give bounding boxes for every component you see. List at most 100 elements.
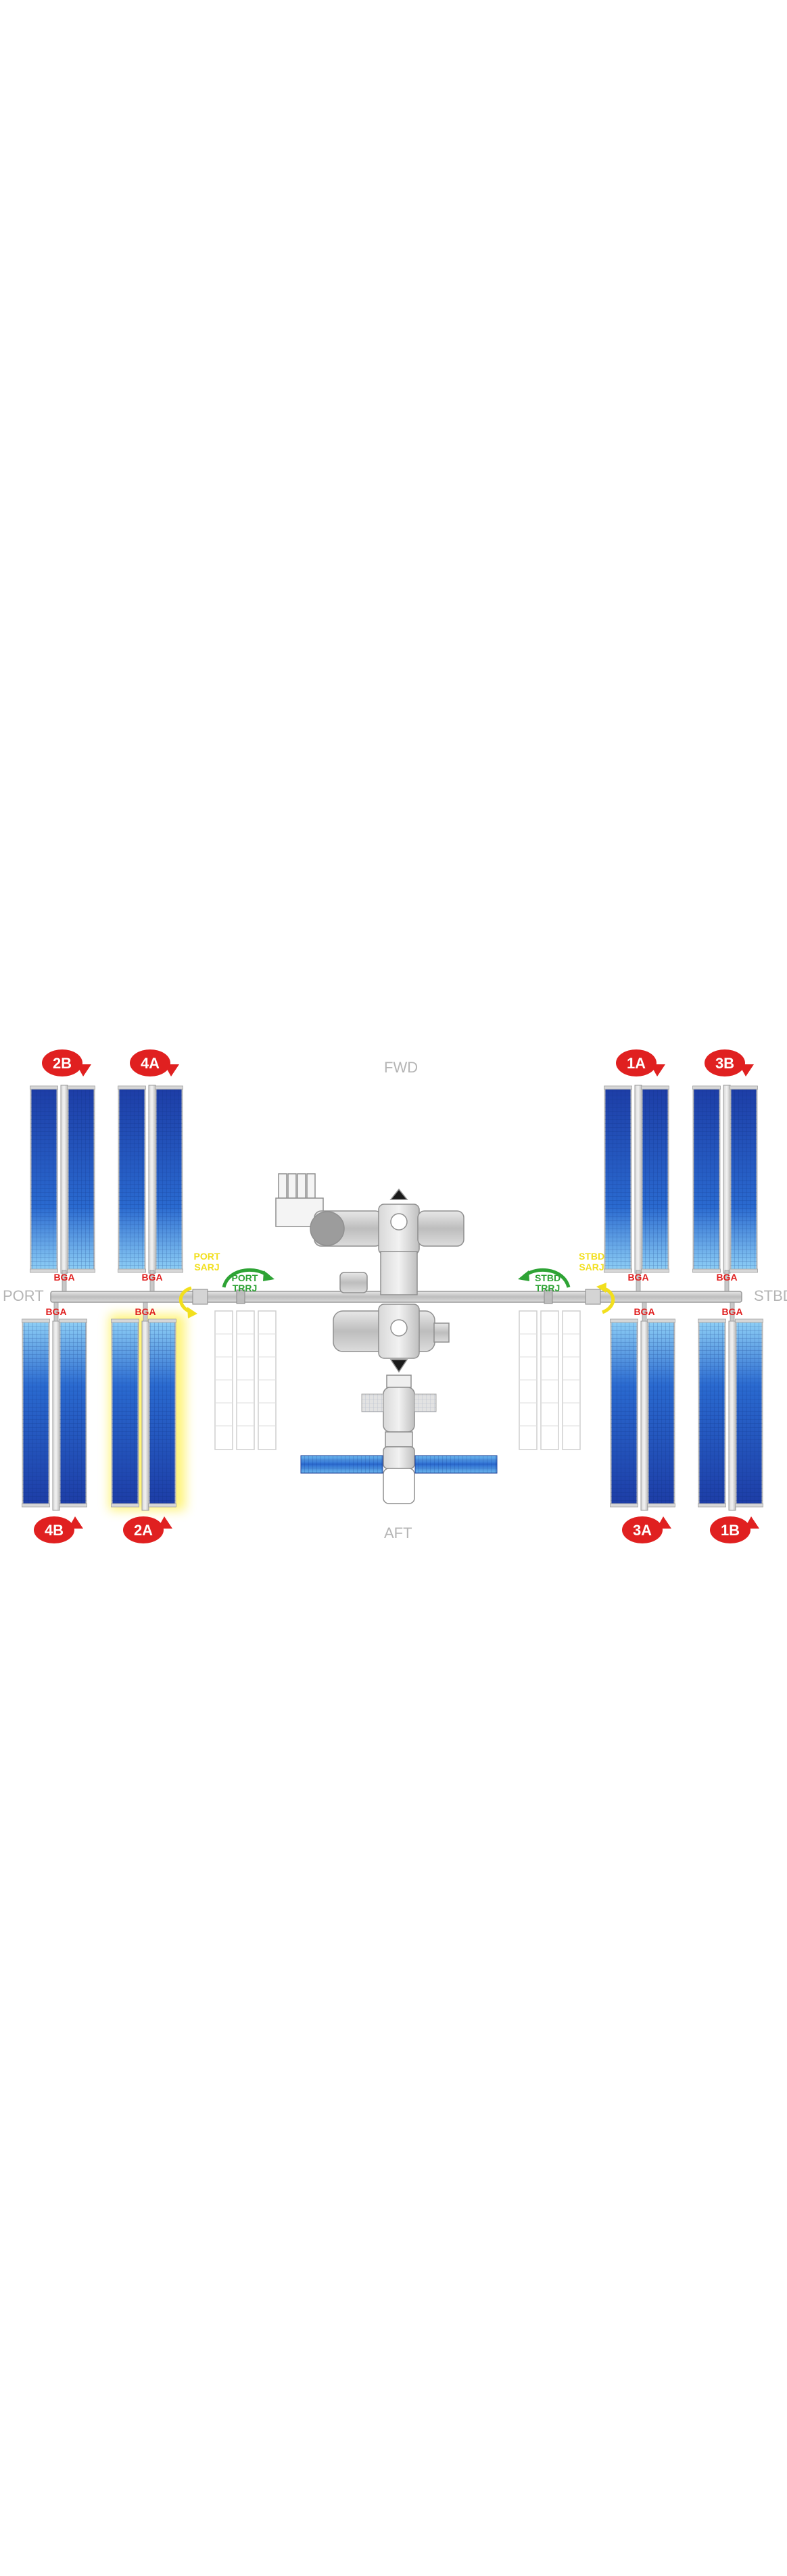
stbd-sarj-label-line1: STBD xyxy=(579,1251,604,1262)
bga-label: BGA xyxy=(716,1272,737,1283)
rotation-arrowhead-icon xyxy=(68,1516,83,1529)
stbd-trrj-label-line1: STBD xyxy=(535,1272,561,1283)
wing-badge-4a: 4A xyxy=(130,1049,179,1076)
wing-label-1b: 1B xyxy=(721,1522,740,1539)
panel-end-cap xyxy=(730,1085,758,1090)
wing-label-2a: 2A xyxy=(134,1522,153,1539)
mast xyxy=(52,1320,60,1511)
bga-label: BGA xyxy=(141,1272,162,1283)
panel-end-cap xyxy=(610,1503,638,1508)
panel-end-cap xyxy=(610,1318,638,1323)
rotation-arrowhead-icon xyxy=(657,1516,671,1529)
solar-cell-grid xyxy=(698,1321,725,1505)
zvezda-arrays xyxy=(300,1455,498,1474)
stbd-trrj-label-line2: TRRJ xyxy=(535,1283,561,1293)
port-trrj-arrowhead-icon xyxy=(263,1270,275,1281)
panel-end-cap xyxy=(730,1268,758,1273)
rotation-arrowhead-icon xyxy=(164,1064,179,1076)
panel-end-cap xyxy=(30,1268,58,1273)
wing-badge-1b: 1B xyxy=(710,1516,759,1543)
rotation-arrowhead-icon xyxy=(76,1064,91,1076)
solar-cell-grid xyxy=(30,1088,57,1270)
solar-cell-grid xyxy=(149,1321,176,1505)
wing-rotation-badges: 2B 4A 1A 3B 4B 2A 3A 1B xyxy=(34,1049,759,1543)
solar-cell-grid xyxy=(22,1321,49,1505)
wing-label-3b: 3B xyxy=(715,1055,734,1072)
solar-wing-4a xyxy=(118,1085,183,1292)
panel-end-cap xyxy=(148,1503,176,1508)
solar-wing-2b xyxy=(30,1085,95,1292)
solar-cell-grid xyxy=(693,1088,720,1270)
panel-end-cap xyxy=(647,1318,675,1323)
panel-end-cap xyxy=(692,1085,721,1090)
port-sarj-arrowhead-icon xyxy=(187,1307,197,1318)
wing-label-3a: 3A xyxy=(633,1522,652,1539)
solar-wings xyxy=(22,1085,763,1511)
wing-label-1a: 1A xyxy=(627,1055,646,1072)
main-truss xyxy=(50,1289,742,1305)
stbd-sarj-label-line2: SARJ xyxy=(579,1262,604,1272)
solar-wing-1b xyxy=(698,1302,763,1511)
solar-cell-grid xyxy=(648,1321,675,1505)
rotation-arrowhead-icon xyxy=(739,1064,754,1076)
mast xyxy=(141,1320,149,1511)
mast xyxy=(723,1085,731,1274)
solar-cell-grid xyxy=(68,1088,95,1270)
panel-end-cap xyxy=(30,1085,58,1090)
bga-label: BGA xyxy=(135,1306,156,1317)
port-label: PORT xyxy=(3,1287,44,1304)
port-trrj-label-line1: PORT xyxy=(232,1272,258,1283)
panel-end-cap xyxy=(698,1503,726,1508)
solar-wing-4b xyxy=(22,1302,87,1511)
solar-cell-grid xyxy=(156,1088,183,1270)
bga-label: BGA xyxy=(627,1272,648,1283)
bga-labels: BGA BGA BGA BGA BGA BGA BGA BGA xyxy=(45,1272,742,1317)
panel-end-cap xyxy=(118,1268,146,1273)
panel-end-cap xyxy=(604,1085,632,1090)
wing-label-4a: 4A xyxy=(141,1055,160,1072)
solar-cell-grid xyxy=(604,1088,631,1270)
panel-end-cap xyxy=(647,1503,675,1508)
panel-end-cap xyxy=(111,1318,139,1323)
bga-label: BGA xyxy=(721,1306,742,1317)
panel-end-cap xyxy=(692,1268,721,1273)
station-modules xyxy=(275,1173,464,1504)
aft-label: AFT xyxy=(384,1525,412,1541)
panel-end-cap xyxy=(118,1085,146,1090)
mast xyxy=(148,1085,156,1274)
panel-end-cap xyxy=(148,1318,176,1323)
mast xyxy=(634,1085,642,1274)
stbd-trrj: STBD TRRJ xyxy=(518,1268,571,1293)
wing-label-2b: 2B xyxy=(53,1055,72,1072)
panel-end-cap xyxy=(735,1318,763,1323)
panel-end-cap xyxy=(22,1318,50,1323)
solar-wing-2a xyxy=(111,1302,176,1511)
wing-badge-4b: 4B xyxy=(34,1516,83,1543)
mast xyxy=(640,1320,648,1511)
wing-label-4b: 4B xyxy=(45,1522,64,1539)
solar-cell-grid xyxy=(642,1088,669,1270)
wing-badge-3b: 3B xyxy=(705,1049,754,1076)
panel-end-cap xyxy=(735,1503,763,1508)
port-trrj: PORT TRRJ xyxy=(222,1268,275,1293)
port-trrj-label-line2: TRRJ xyxy=(233,1283,258,1293)
wing-badge-2a: 2A xyxy=(123,1516,172,1543)
solar-cell-grid xyxy=(736,1321,763,1505)
panel-end-cap xyxy=(641,1268,669,1273)
radiator-segment-lines xyxy=(215,1333,580,1427)
panel-end-cap xyxy=(155,1085,183,1090)
panel-end-cap xyxy=(67,1268,95,1273)
bga-label: BGA xyxy=(53,1272,74,1283)
port-sarj: PORT SARJ xyxy=(178,1251,220,1318)
panel-end-cap xyxy=(604,1268,632,1273)
solar-cell-grid xyxy=(730,1088,757,1270)
mast xyxy=(728,1320,736,1511)
panel-end-cap xyxy=(641,1085,669,1090)
rotation-arrowhead-icon xyxy=(744,1516,759,1529)
russian-small-arrays xyxy=(361,1393,437,1412)
solar-wing-3b xyxy=(692,1085,758,1292)
solar-cell-grid xyxy=(118,1088,145,1270)
bga-label: BGA xyxy=(634,1306,654,1317)
stbd-label: STBD xyxy=(754,1287,787,1304)
